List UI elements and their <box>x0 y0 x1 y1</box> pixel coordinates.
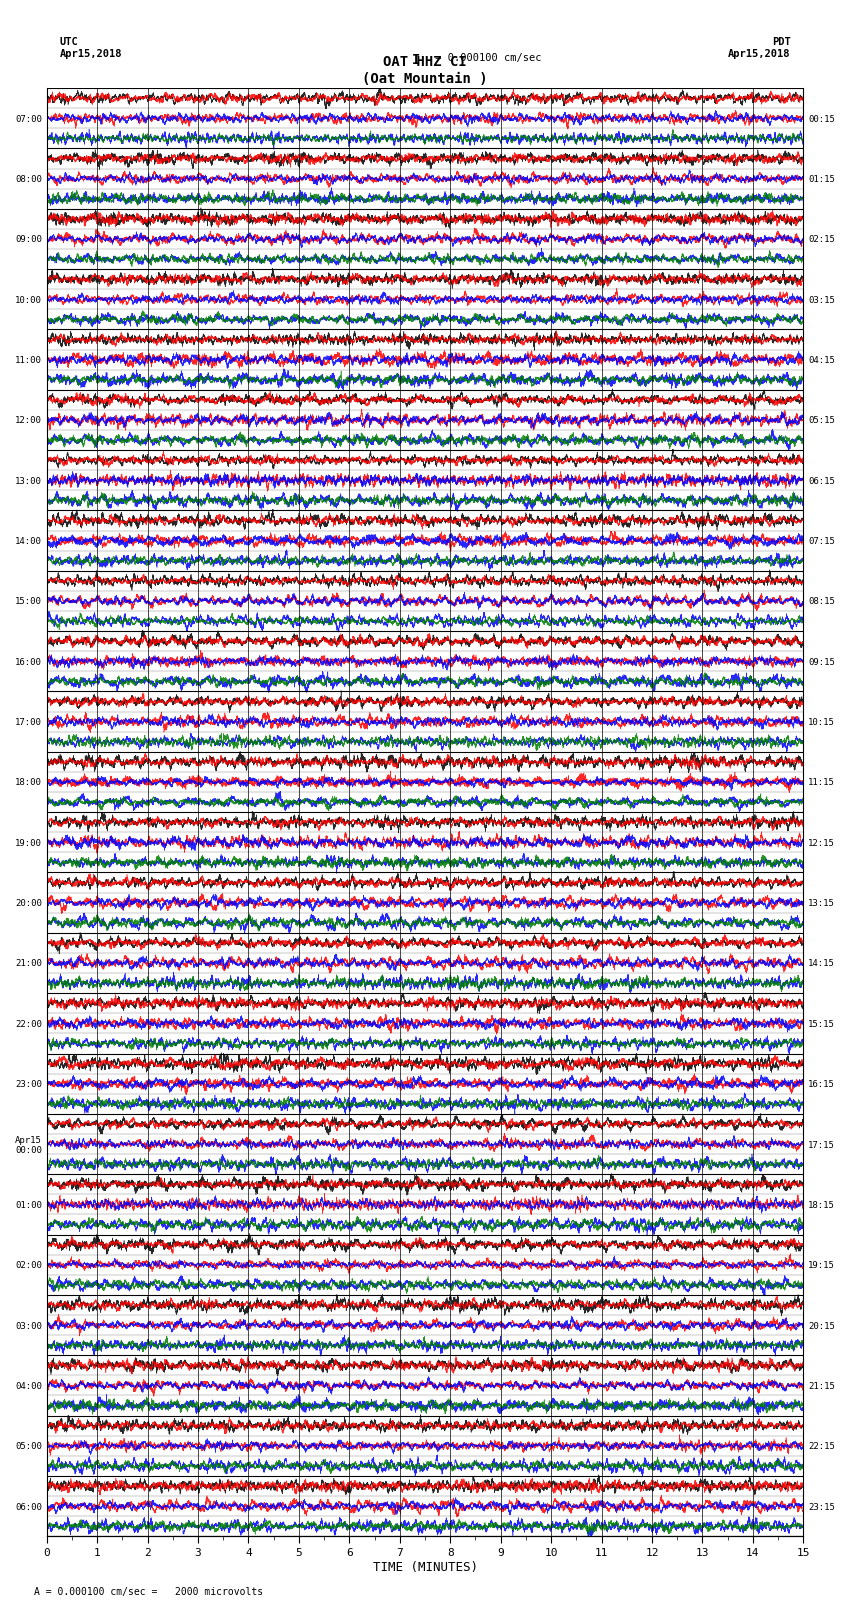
Title: OAT HHZ CI
(Oat Mountain ): OAT HHZ CI (Oat Mountain ) <box>362 55 488 85</box>
Text: PDT
Apr15,2018: PDT Apr15,2018 <box>728 37 791 58</box>
Text: UTC
Apr15,2018: UTC Apr15,2018 <box>60 37 122 58</box>
X-axis label: TIME (MINUTES): TIME (MINUTES) <box>372 1561 478 1574</box>
Text: = 0.000100 cm/sec: = 0.000100 cm/sec <box>429 53 541 63</box>
Text: I: I <box>412 53 421 68</box>
Text: A = 0.000100 cm/sec =   2000 microvolts: A = 0.000100 cm/sec = 2000 microvolts <box>34 1587 264 1597</box>
